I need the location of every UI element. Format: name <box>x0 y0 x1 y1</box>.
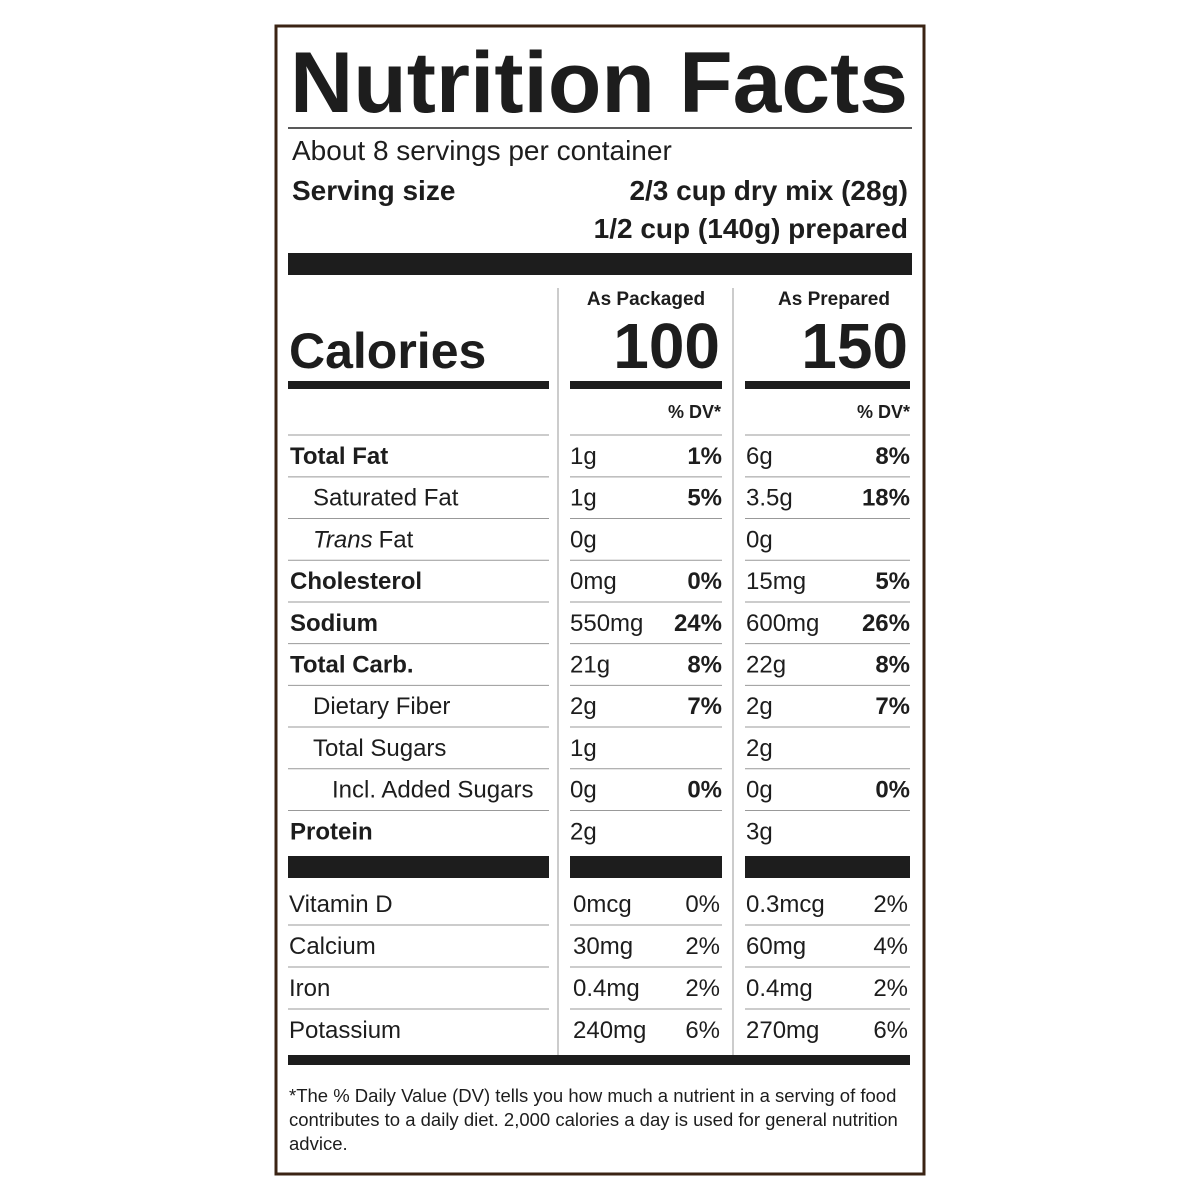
amount: 0.4mg <box>746 975 813 1002</box>
daily-value: 4% <box>873 933 908 960</box>
nutrient-name: Total Fat <box>290 443 388 470</box>
thick-bar <box>288 381 549 389</box>
nutrient-name: Protein <box>290 818 373 845</box>
vitamin-name: Vitamin D <box>289 891 393 918</box>
amount: 2g <box>570 818 597 845</box>
amount: 0g <box>570 526 597 553</box>
daily-value: 6% <box>873 1017 908 1044</box>
calories-label: Calories <box>289 323 486 379</box>
daily-value: 2% <box>873 891 908 918</box>
column-header: As Prepared <box>778 289 890 310</box>
thick-bar <box>570 856 722 878</box>
footnote: *The % Daily Value (DV) tells you how mu… <box>289 1085 898 1154</box>
thick-bar <box>288 856 549 878</box>
calories-value: 150 <box>801 310 908 382</box>
amount: 60mg <box>746 933 806 960</box>
amount: 15mg <box>746 568 806 595</box>
dv-header: % DV* <box>668 402 721 422</box>
thick-bar <box>570 381 722 389</box>
nutrient-name: Total Carb. <box>290 652 414 679</box>
vitamin-name: Iron <box>289 975 330 1002</box>
amount: 550mg <box>570 610 643 637</box>
nutrient-name-italic: Trans <box>313 526 373 553</box>
thick-bar <box>288 1055 910 1065</box>
amount: 21g <box>570 652 610 679</box>
amount: 2g <box>746 735 773 762</box>
amount: 1g <box>570 485 597 512</box>
nutrient-name: Dietary Fiber <box>313 693 450 720</box>
amount: 270mg <box>746 1017 819 1044</box>
amount: 0g <box>746 526 773 553</box>
daily-value: 8% <box>687 652 722 679</box>
nutrient-name: Cholesterol <box>290 568 422 595</box>
daily-value: 0% <box>687 777 722 804</box>
daily-value: 6% <box>685 1017 720 1044</box>
amount: 0.4mg <box>573 975 640 1002</box>
calories-value: 100 <box>613 310 720 382</box>
daily-value: 5% <box>875 568 910 595</box>
daily-value: 0% <box>875 777 910 804</box>
thick-bar <box>288 253 912 275</box>
amount: 0mcg <box>573 891 632 918</box>
daily-value: 2% <box>685 975 720 1002</box>
thick-bar <box>745 381 910 389</box>
daily-value: 8% <box>875 443 910 470</box>
nutrient-name: Trans Fat <box>313 526 414 553</box>
daily-value: 1% <box>687 443 722 470</box>
serving-size: 1/2 cup (140g) prepared <box>594 213 908 244</box>
amount: 0.3mcg <box>746 891 825 918</box>
title: Nutrition Facts <box>290 35 908 131</box>
amount: 1g <box>570 735 597 762</box>
thick-bar <box>745 856 910 878</box>
dv-header: % DV* <box>857 402 910 422</box>
daily-value: 5% <box>687 485 722 512</box>
amount: 0g <box>746 777 773 804</box>
daily-value: 26% <box>862 610 910 637</box>
nutrient-name-rest: Fat <box>379 526 414 553</box>
amount: 0g <box>570 777 597 804</box>
serving-size-label: Serving size <box>292 175 455 206</box>
vitamin-name: Potassium <box>289 1017 401 1044</box>
amount: 240mg <box>573 1017 646 1044</box>
amount: 3g <box>746 818 773 845</box>
nutrient-name: Incl. Added Sugars <box>332 777 533 804</box>
nutrient-name: Total Sugars <box>313 735 446 762</box>
daily-value: 0% <box>687 568 722 595</box>
amount: 2g <box>746 693 773 720</box>
daily-value: 7% <box>875 693 910 720</box>
daily-value: 0% <box>685 891 720 918</box>
servings: About 8 servings per container <box>292 135 672 166</box>
amount: 3.5g <box>746 485 793 512</box>
amount: 0mg <box>570 568 617 595</box>
amount: 22g <box>746 652 786 679</box>
daily-value: 8% <box>875 652 910 679</box>
daily-value: 2% <box>685 933 720 960</box>
label-border <box>274 24 926 1176</box>
daily-value: 7% <box>687 693 722 720</box>
vitamin-name: Calcium <box>289 933 376 960</box>
daily-value: 24% <box>674 610 722 637</box>
nutrient-name: Saturated Fat <box>313 485 459 512</box>
daily-value: 2% <box>873 975 908 1002</box>
amount: 6g <box>746 443 773 470</box>
amount: 30mg <box>573 933 633 960</box>
amount: 2g <box>570 693 597 720</box>
serving-size: 2/3 cup dry mix (28g) <box>629 175 908 206</box>
nutrient-name: Sodium <box>290 610 378 637</box>
daily-value: 18% <box>862 485 910 512</box>
amount: 1g <box>570 443 597 470</box>
column-header: As Packaged <box>587 289 705 310</box>
amount: 600mg <box>746 610 819 637</box>
